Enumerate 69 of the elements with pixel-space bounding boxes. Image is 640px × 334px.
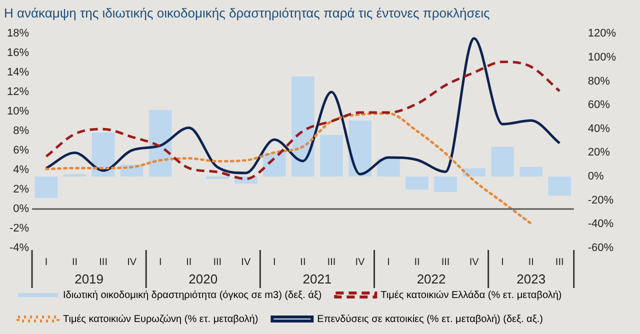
x-tick-label: IV: [127, 256, 137, 268]
line-series: [45, 60, 561, 180]
bar: [292, 76, 314, 177]
bar: [34, 176, 58, 198]
x-tick-label: I: [158, 256, 162, 268]
y-tick-label: -4%: [9, 242, 30, 254]
bar: [63, 174, 86, 177]
x-tick-label: IV: [241, 256, 251, 268]
bar: [377, 158, 400, 177]
y-tick-label: 4%: [13, 164, 30, 176]
x-tick-label: IV: [469, 256, 480, 268]
y-tick-label: 6%: [13, 144, 30, 157]
legend-label: Τιμές κατοικιών Ελλάδα (% ετ. μεταβολή): [380, 290, 562, 301]
text: 2022: [416, 272, 446, 287]
x-tick-label: III: [99, 256, 108, 268]
x-tick-label: I: [273, 256, 276, 268]
y-tick-label: 14%: [6, 66, 30, 79]
legend-label: Ιδιωτική οικοδομική δραστηριότητα (όγκος σε m3) (δεξ. άξ): [63, 290, 322, 301]
y2-tick-label: -40%: [588, 218, 614, 230]
text: 2019: [74, 272, 104, 287]
y2-tick-label: 20%: [588, 146, 610, 159]
y-tick-label: 18%: [6, 28, 30, 40]
bar: [520, 167, 542, 177]
y-tick-label: 2%: [13, 184, 30, 196]
x-tick-label: I: [501, 256, 504, 268]
y-tick-label: -2%: [9, 222, 30, 235]
x-tick-label: II: [414, 256, 420, 268]
text: 2021: [302, 272, 332, 287]
legend-label: Επενδύσεις σε κατοικίες (% ετ. μεταβολή) (δεξ. αξ.): [317, 314, 543, 325]
y2-tick-label: 120%: [588, 28, 616, 40]
bar: [491, 146, 514, 177]
text: 2020: [188, 272, 218, 287]
x-tick-label: III: [327, 256, 336, 268]
y2-tick-label: 40%: [588, 122, 610, 135]
y2-tick-label: 0%: [588, 170, 604, 183]
y-tick-label: 16%: [6, 47, 30, 60]
y2-tick-label: 60%: [588, 99, 610, 112]
x-tick-label: III: [213, 256, 222, 268]
bar: [462, 168, 486, 177]
x-tick-label: I: [387, 256, 390, 268]
text: 2023: [516, 272, 546, 287]
legend-label: Τιμές κατοικιών Ευρωζώνη (% ετ. μεταβολή): [63, 314, 258, 325]
line-series: [45, 112, 532, 225]
chart-title: Η ανάκαμψη της ιδιωτικής οικοδομικής δραστηριότητας παρά τις έντονες προκλήσεις: [4, 5, 490, 20]
y2-tick-label: -20%: [588, 194, 614, 206]
x-tick-label: III: [555, 256, 564, 268]
y-tick-label: 0%: [13, 203, 30, 216]
x-tick-label: III: [441, 256, 450, 268]
y-tick-label: 12%: [6, 86, 30, 98]
y2-tick-label: -60%: [588, 242, 614, 254]
bar: [263, 152, 286, 177]
x-tick-label: II: [186, 256, 192, 268]
line-series: [45, 37, 561, 176]
x-tick-label: I: [44, 256, 48, 268]
bar: [92, 132, 115, 177]
bar: [548, 176, 572, 196]
bar: [148, 110, 172, 177]
bar: [320, 134, 343, 177]
y-tick-label: 10%: [6, 106, 30, 118]
x-tick-label: II: [72, 256, 78, 268]
x-tick-label: II: [300, 256, 306, 268]
x-tick-label: II: [528, 256, 534, 268]
y-tick-label: 8%: [13, 125, 30, 138]
bar: [434, 176, 457, 192]
y2-tick-label: 80%: [588, 75, 610, 88]
bar: [406, 176, 428, 190]
x-tick-label: IV: [355, 256, 366, 268]
y2-tick-label: 100%: [588, 51, 616, 64]
bar: [348, 120, 372, 177]
